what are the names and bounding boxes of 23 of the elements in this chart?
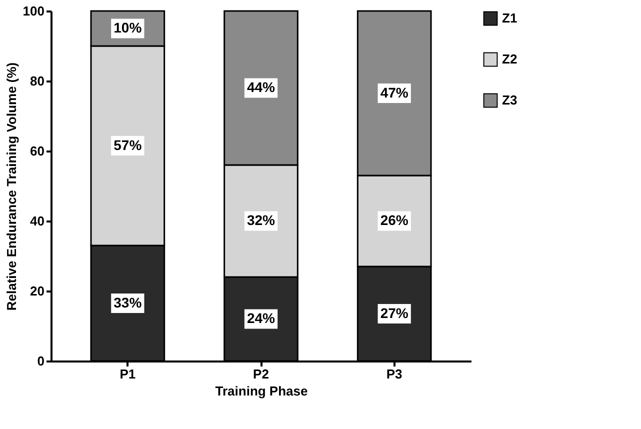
data-label: 27%	[380, 304, 409, 321]
x-tick-label: P1	[120, 366, 136, 382]
data-label: 32%	[246, 212, 276, 228]
data-label: 57%	[114, 136, 142, 153]
x-axis-title: Training Phase	[215, 384, 308, 398]
y-tick-label: 20	[30, 284, 44, 298]
data-label: 33%	[114, 294, 142, 310]
y-tick-label: 0	[37, 354, 44, 368]
y-tick-label: 40	[30, 214, 44, 228]
data-label: 47%	[380, 84, 409, 100]
data-label: 24%	[246, 310, 276, 326]
y-tick-label: 80	[30, 74, 44, 88]
y-tick-label: 100	[22, 4, 44, 18]
legend-label: Z1	[502, 10, 518, 26]
legend-label: Z3	[502, 92, 518, 108]
x-tick-label: P3	[386, 366, 402, 382]
data-label: 44%	[246, 79, 276, 95]
y-axis-title: Relative Endurance Training Volume (%)	[4, 62, 19, 311]
data-label: 10%	[114, 20, 142, 36]
x-tick-label: P2	[253, 366, 269, 382]
y-tick-label: 60	[30, 144, 44, 158]
data-label: 26%	[380, 212, 409, 228]
legend-label: Z2	[502, 52, 518, 66]
